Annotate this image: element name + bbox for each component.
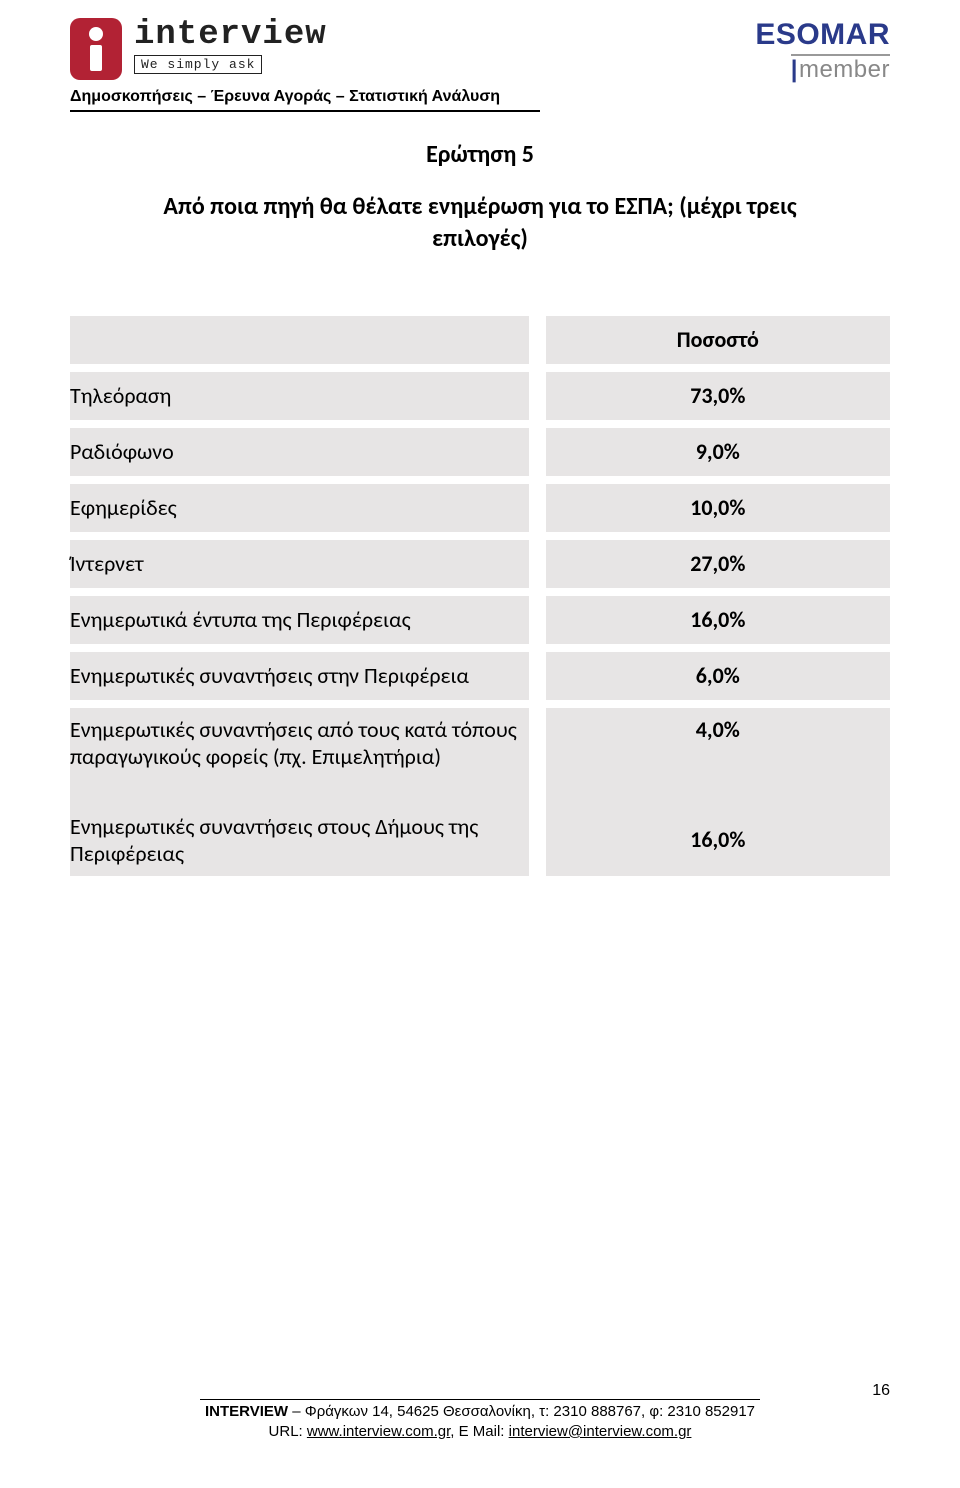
page-footer: INTERVIEW – Φράγκων 14, 54625 Θεσσαλονίκ… bbox=[70, 1399, 890, 1443]
row-value: 73,0% bbox=[546, 372, 890, 420]
member-text: |member bbox=[791, 54, 890, 84]
question-title: Ερώτηση 5 bbox=[70, 140, 890, 169]
row-label: Τηλεόραση bbox=[70, 372, 529, 420]
footer-rule bbox=[200, 1399, 760, 1400]
row-value: 6,0% bbox=[546, 652, 890, 700]
footer-address: – Φράγκων 14, 54625 Θεσσαλονίκη, τ: 2310… bbox=[288, 1403, 755, 1420]
footer-url: www.interview.com.gr bbox=[307, 1423, 450, 1440]
page-number: 16 bbox=[872, 1382, 890, 1400]
row-value: 4,0% bbox=[546, 708, 890, 804]
row-value: 9,0% bbox=[546, 428, 890, 476]
header-value: Ποσοστό bbox=[546, 316, 890, 364]
page-header: interview We simply ask ESOMAR |member bbox=[70, 18, 890, 84]
header-rule bbox=[70, 110, 540, 112]
row-label: Ενημερωτικές συναντήσεις από τους κατά τ… bbox=[70, 708, 529, 804]
footer-email: interview@interview.com.gr bbox=[509, 1423, 692, 1440]
company-name: interview bbox=[134, 18, 327, 52]
footer-email-label: , E Mail: bbox=[450, 1423, 508, 1440]
esomar-text: ESOMAR bbox=[755, 18, 890, 52]
company-logo-icon bbox=[70, 18, 122, 80]
row-value: 16,0% bbox=[546, 596, 890, 644]
question-text: Από ποια πηγή θα θέλατε ενημέρωση για το… bbox=[120, 191, 840, 256]
company-tagline: We simply ask bbox=[134, 55, 262, 74]
footer-url-label: URL: bbox=[269, 1423, 307, 1440]
logo-left: interview We simply ask bbox=[70, 18, 327, 80]
row-label: Ενημερωτικές συναντήσεις στην Περιφέρεια bbox=[70, 652, 529, 700]
header-empty bbox=[70, 316, 529, 364]
logo-right: ESOMAR |member bbox=[755, 18, 890, 84]
subheading: Δημοσκοπήσεις – Έρευνα Αγοράς – Στατιστι… bbox=[70, 88, 890, 106]
row-label: Ραδιόφωνο bbox=[70, 428, 529, 476]
data-table: Ποσοστό Τηλεόραση 73,0% Ραδιόφωνο 9,0% Ε… bbox=[70, 316, 890, 876]
row-value: 10,0% bbox=[546, 484, 890, 532]
row-value: 27,0% bbox=[546, 540, 890, 588]
row-value: 16,0% bbox=[546, 804, 890, 876]
row-label: Ίντερνετ bbox=[70, 540, 529, 588]
row-label: Ενημερωτικές συναντήσεις στους Δήμους τη… bbox=[70, 804, 529, 876]
row-label: Ενημερωτικά έντυπα της Περιφέρειας bbox=[70, 596, 529, 644]
footer-company: INTERVIEW bbox=[205, 1403, 288, 1420]
row-label: Εφημερίδες bbox=[70, 484, 529, 532]
